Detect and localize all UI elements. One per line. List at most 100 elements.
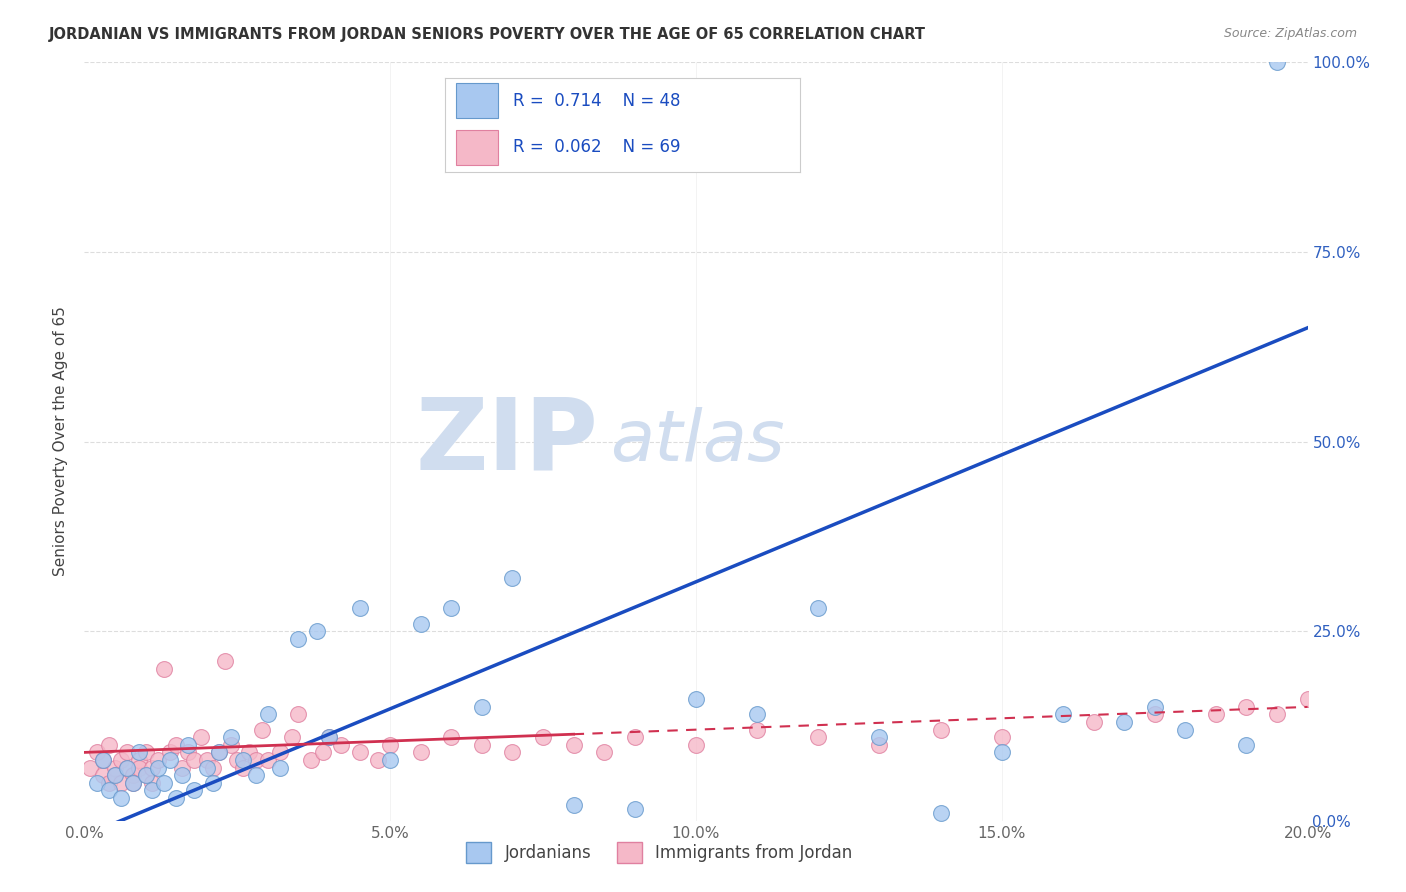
Point xyxy=(141,776,163,790)
Point xyxy=(409,616,432,631)
Point xyxy=(440,601,463,615)
Point xyxy=(1083,715,1105,730)
Point xyxy=(146,760,169,774)
Point xyxy=(115,760,138,774)
Point xyxy=(562,798,585,813)
Point xyxy=(318,730,340,744)
Point xyxy=(685,692,707,706)
Point xyxy=(91,753,114,767)
Point xyxy=(1236,699,1258,714)
Point xyxy=(110,753,132,767)
Point xyxy=(110,791,132,805)
Point xyxy=(238,746,260,760)
Point xyxy=(135,768,157,782)
Point xyxy=(141,760,163,774)
Point xyxy=(159,753,181,767)
Point xyxy=(287,632,309,646)
Point xyxy=(1265,55,1288,70)
Point xyxy=(97,776,120,790)
Point xyxy=(232,753,254,767)
Point xyxy=(471,699,494,714)
Point xyxy=(929,723,952,737)
Point xyxy=(177,738,200,752)
Point xyxy=(208,746,231,760)
Point xyxy=(115,746,138,760)
Point xyxy=(86,776,108,790)
Point xyxy=(86,746,108,760)
Point xyxy=(115,760,138,774)
Point xyxy=(349,601,371,615)
Text: ZIP: ZIP xyxy=(415,393,598,490)
Point xyxy=(141,783,163,797)
Point xyxy=(305,624,328,639)
Text: JORDANIAN VS IMMIGRANTS FROM JORDAN SENIORS POVERTY OVER THE AGE OF 65 CORRELATI: JORDANIAN VS IMMIGRANTS FROM JORDAN SENI… xyxy=(49,27,927,42)
Point xyxy=(195,753,218,767)
Point xyxy=(153,662,176,676)
Point xyxy=(929,806,952,821)
Text: Source: ZipAtlas.com: Source: ZipAtlas.com xyxy=(1223,27,1357,40)
Point xyxy=(349,746,371,760)
Point xyxy=(91,768,114,782)
Point xyxy=(747,723,769,737)
Point xyxy=(201,760,224,774)
Point xyxy=(135,768,157,782)
Point xyxy=(177,746,200,760)
Point xyxy=(1143,699,1166,714)
Point xyxy=(146,753,169,767)
Point xyxy=(195,760,218,774)
Point xyxy=(409,746,432,760)
Point xyxy=(122,768,145,782)
Point xyxy=(1174,723,1197,737)
Point xyxy=(562,738,585,752)
Point xyxy=(593,746,616,760)
Point xyxy=(128,760,150,774)
Y-axis label: Seniors Poverty Over the Age of 65: Seniors Poverty Over the Age of 65 xyxy=(53,307,69,576)
Point xyxy=(685,738,707,752)
Point xyxy=(502,746,524,760)
Point xyxy=(318,730,340,744)
Point xyxy=(232,760,254,774)
Point xyxy=(91,753,114,767)
Point xyxy=(214,655,236,669)
Point xyxy=(226,753,249,767)
Point xyxy=(367,753,389,767)
Point xyxy=(380,738,402,752)
Point xyxy=(190,730,212,744)
Point xyxy=(250,723,273,737)
Point xyxy=(299,753,322,767)
Point xyxy=(531,730,554,744)
Point xyxy=(1143,707,1166,722)
Point xyxy=(747,707,769,722)
Point xyxy=(219,738,242,752)
Point xyxy=(208,746,231,760)
Point xyxy=(104,760,127,774)
Point xyxy=(312,746,335,760)
Point xyxy=(869,730,891,744)
Point xyxy=(219,730,242,744)
Point xyxy=(159,746,181,760)
Point xyxy=(330,738,353,752)
Point xyxy=(257,753,280,767)
Legend: Jordanians, Immigrants from Jordan: Jordanians, Immigrants from Jordan xyxy=(460,836,859,869)
Text: atlas: atlas xyxy=(610,407,785,476)
Point xyxy=(245,768,267,782)
Point xyxy=(128,753,150,767)
Point xyxy=(1114,715,1136,730)
Point xyxy=(165,791,187,805)
Point xyxy=(110,776,132,790)
Point xyxy=(104,768,127,782)
Point xyxy=(122,776,145,790)
Point xyxy=(97,783,120,797)
Point xyxy=(79,760,101,774)
Point xyxy=(1236,738,1258,752)
Point xyxy=(97,738,120,752)
Point xyxy=(183,783,205,797)
Point xyxy=(281,730,304,744)
Point xyxy=(502,571,524,585)
Point xyxy=(807,601,830,615)
Point xyxy=(1052,707,1074,722)
Point xyxy=(172,760,194,774)
Point xyxy=(807,730,830,744)
Point xyxy=(991,730,1014,744)
Point xyxy=(869,738,891,752)
